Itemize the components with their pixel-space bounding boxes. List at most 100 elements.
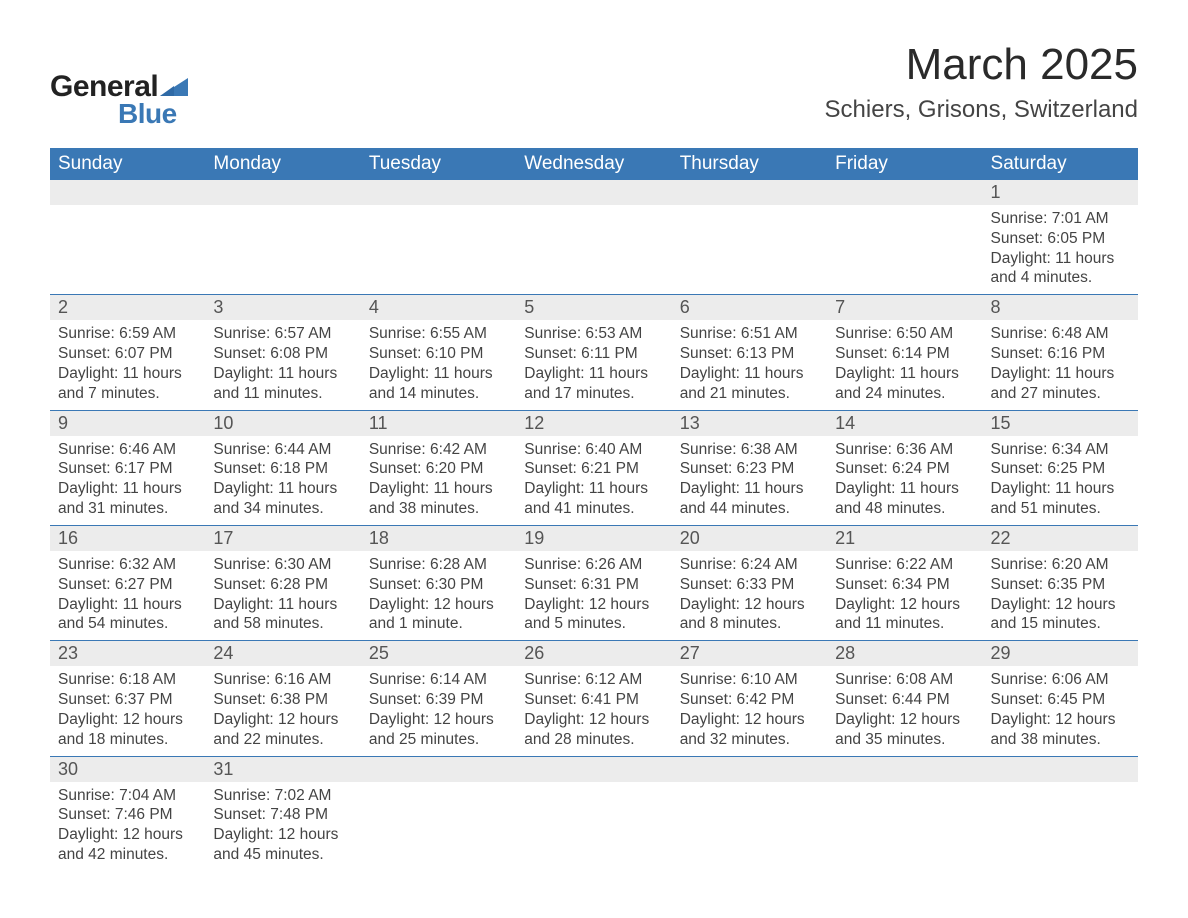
calendar-day-cell: 24Sunrise: 6:16 AMSunset: 6:38 PMDayligh…: [205, 641, 360, 756]
day-number: [827, 757, 982, 782]
sunset-text: Sunset: 6:42 PM: [680, 690, 819, 710]
day-number: [516, 757, 671, 782]
calendar-day-cell: 4 Sunrise: 6:55 AMSunset: 6:10 PMDaylight…: [361, 295, 516, 410]
calendar-week-row: 23Sunrise: 6:18 AMSunset: 6:37 PMDayligh…: [50, 641, 1138, 756]
daylight-text: Daylight: 12 hours and 32 minutes.: [680, 710, 819, 750]
day-number: [516, 180, 671, 205]
day-details: Sunrise: 6:16 AMSunset: 6:38 PMDaylight:…: [205, 666, 360, 755]
sunset-text: Sunset: 6:39 PM: [369, 690, 508, 710]
calendar-day-cell: 22Sunrise: 6:20 AMSunset: 6:35 PMDayligh…: [983, 525, 1138, 640]
sunset-text: Sunset: 6:07 PM: [58, 344, 197, 364]
daylight-text: Daylight: 11 hours and 21 minutes.: [680, 364, 819, 404]
day-number: 27: [672, 641, 827, 666]
sunrise-text: Sunrise: 6:18 AM: [58, 670, 197, 690]
daylight-text: Daylight: 11 hours and 7 minutes.: [58, 364, 197, 404]
calendar-day-cell: 13Sunrise: 6:38 AMSunset: 6:23 PMDayligh…: [672, 410, 827, 525]
day-details: Sunrise: 7:04 AMSunset: 7:46 PMDaylight:…: [50, 782, 205, 871]
day-number: 29: [983, 641, 1138, 666]
calendar-table: SundayMondayTuesdayWednesdayThursdayFrid…: [50, 148, 1138, 871]
sunset-text: Sunset: 6:08 PM: [213, 344, 352, 364]
calendar-day-cell: 10Sunrise: 6:44 AMSunset: 6:18 PMDayligh…: [205, 410, 360, 525]
sunset-text: Sunset: 6:10 PM: [369, 344, 508, 364]
sunset-text: Sunset: 6:14 PM: [835, 344, 974, 364]
day-details: Sunrise: 6:44 AMSunset: 6:18 PMDaylight:…: [205, 436, 360, 525]
day-number: [361, 757, 516, 782]
day-number: 3: [205, 295, 360, 320]
day-number: 18: [361, 526, 516, 551]
sunset-text: Sunset: 6:18 PM: [213, 459, 352, 479]
day-details: [827, 205, 982, 215]
day-details: [672, 205, 827, 215]
day-details: [672, 782, 827, 792]
sunset-text: Sunset: 6:30 PM: [369, 575, 508, 595]
day-number: 25: [361, 641, 516, 666]
calendar-empty-cell: [205, 180, 360, 295]
calendar-day-cell: 16Sunrise: 6:32 AMSunset: 6:27 PMDayligh…: [50, 525, 205, 640]
header: General Blue March 2025 Schiers, Grisons…: [50, 40, 1138, 130]
daylight-text: Daylight: 11 hours and 14 minutes.: [369, 364, 508, 404]
daylight-text: Daylight: 11 hours and 54 minutes.: [58, 595, 197, 635]
daylight-text: Daylight: 12 hours and 45 minutes.: [213, 825, 352, 865]
sunset-text: Sunset: 6:27 PM: [58, 575, 197, 595]
day-details: Sunrise: 6:30 AMSunset: 6:28 PMDaylight:…: [205, 551, 360, 640]
sunrise-text: Sunrise: 6:55 AM: [369, 324, 508, 344]
day-details: [827, 782, 982, 792]
calendar-day-cell: 29Sunrise: 6:06 AMSunset: 6:45 PMDayligh…: [983, 641, 1138, 756]
day-number: [205, 180, 360, 205]
sunrise-text: Sunrise: 6:44 AM: [213, 440, 352, 460]
logo-blue-text: Blue: [118, 98, 188, 130]
daylight-text: Daylight: 11 hours and 51 minutes.: [991, 479, 1130, 519]
daylight-text: Daylight: 12 hours and 15 minutes.: [991, 595, 1130, 635]
sunrise-text: Sunrise: 6:40 AM: [524, 440, 663, 460]
weekday-header: Saturday: [983, 148, 1138, 180]
sunset-text: Sunset: 6:38 PM: [213, 690, 352, 710]
calendar-week-row: 1Sunrise: 7:01 AMSunset: 6:05 PMDaylight…: [50, 180, 1138, 295]
sunrise-text: Sunrise: 6:50 AM: [835, 324, 974, 344]
day-details: [983, 782, 1138, 792]
day-details: Sunrise: 6:32 AMSunset: 6:27 PMDaylight:…: [50, 551, 205, 640]
day-number: 26: [516, 641, 671, 666]
sunset-text: Sunset: 6:31 PM: [524, 575, 663, 595]
weekday-header: Monday: [205, 148, 360, 180]
calendar-empty-cell: [827, 756, 982, 871]
sunset-text: Sunset: 6:13 PM: [680, 344, 819, 364]
day-details: Sunrise: 6:10 AMSunset: 6:42 PMDaylight:…: [672, 666, 827, 755]
logo-triangle-icon: [160, 74, 188, 101]
day-number: 5: [516, 295, 671, 320]
sunset-text: Sunset: 6:28 PM: [213, 575, 352, 595]
day-details: Sunrise: 7:01 AMSunset: 6:05 PMDaylight:…: [983, 205, 1138, 294]
logo: General Blue: [50, 70, 188, 130]
calendar-empty-cell: [672, 180, 827, 295]
daylight-text: Daylight: 12 hours and 8 minutes.: [680, 595, 819, 635]
sunrise-text: Sunrise: 7:02 AM: [213, 786, 352, 806]
day-details: Sunrise: 6:18 AMSunset: 6:37 PMDaylight:…: [50, 666, 205, 755]
sunrise-text: Sunrise: 6:32 AM: [58, 555, 197, 575]
calendar-week-row: 2Sunrise: 6:59 AMSunset: 6:07 PMDaylight…: [50, 295, 1138, 410]
calendar-day-cell: 15Sunrise: 6:34 AMSunset: 6:25 PMDayligh…: [983, 410, 1138, 525]
day-number: 1: [983, 180, 1138, 205]
day-details: Sunrise: 6:38 AMSunset: 6:23 PMDaylight:…: [672, 436, 827, 525]
sunset-text: Sunset: 7:48 PM: [213, 805, 352, 825]
day-details: Sunrise: 6:50 AMSunset: 6:14 PMDaylight:…: [827, 320, 982, 409]
day-number: [50, 180, 205, 205]
daylight-text: Daylight: 12 hours and 22 minutes.: [213, 710, 352, 750]
sunrise-text: Sunrise: 6:46 AM: [58, 440, 197, 460]
sunset-text: Sunset: 6:35 PM: [991, 575, 1130, 595]
daylight-text: Daylight: 11 hours and 48 minutes.: [835, 479, 974, 519]
calendar-empty-cell: [361, 180, 516, 295]
day-number: 7: [827, 295, 982, 320]
calendar-day-cell: 31Sunrise: 7:02 AMSunset: 7:48 PMDayligh…: [205, 756, 360, 871]
day-number: 15: [983, 411, 1138, 436]
daylight-text: Daylight: 11 hours and 4 minutes.: [991, 249, 1130, 289]
calendar-day-cell: 27Sunrise: 6:10 AMSunset: 6:42 PMDayligh…: [672, 641, 827, 756]
location-subtitle: Schiers, Grisons, Switzerland: [825, 96, 1138, 124]
calendar-day-cell: 11Sunrise: 6:42 AMSunset: 6:20 PMDayligh…: [361, 410, 516, 525]
sunrise-text: Sunrise: 6:57 AM: [213, 324, 352, 344]
sunrise-text: Sunrise: 6:12 AM: [524, 670, 663, 690]
day-number: 4: [361, 295, 516, 320]
sunrise-text: Sunrise: 6:42 AM: [369, 440, 508, 460]
calendar-day-cell: 19Sunrise: 6:26 AMSunset: 6:31 PMDayligh…: [516, 525, 671, 640]
day-number: 30: [50, 757, 205, 782]
sunset-text: Sunset: 6:44 PM: [835, 690, 974, 710]
day-details: Sunrise: 6:48 AMSunset: 6:16 PMDaylight:…: [983, 320, 1138, 409]
